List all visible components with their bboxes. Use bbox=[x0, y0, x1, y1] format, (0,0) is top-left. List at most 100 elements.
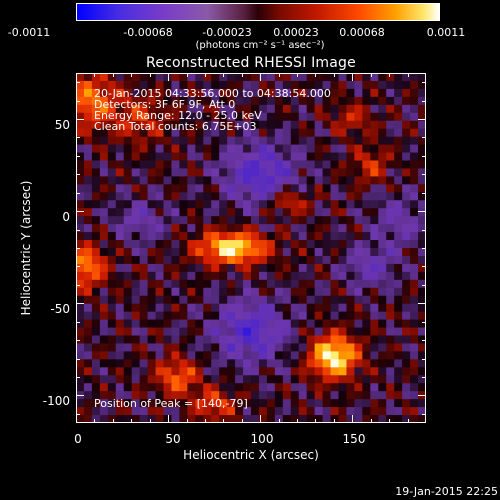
image-pixel bbox=[298, 311, 308, 321]
image-pixel bbox=[354, 224, 363, 233]
image-pixel bbox=[139, 120, 149, 130]
image-pixel bbox=[306, 271, 316, 281]
image-pixel bbox=[386, 287, 395, 297]
image-pixel bbox=[370, 335, 379, 345]
image-pixel bbox=[243, 351, 252, 360]
image-pixel bbox=[338, 73, 348, 82]
image-pixel bbox=[171, 263, 180, 273]
image-pixel bbox=[147, 343, 157, 352]
image-pixel bbox=[338, 248, 348, 257]
image-pixel bbox=[187, 375, 196, 384]
image-pixel bbox=[187, 240, 196, 249]
image-pixel bbox=[155, 144, 165, 154]
image-pixel bbox=[266, 279, 276, 289]
image-pixel bbox=[418, 248, 426, 257]
image-pixel bbox=[131, 216, 141, 225]
image-pixel bbox=[322, 327, 332, 337]
image-pixel bbox=[195, 255, 204, 265]
image-pixel bbox=[251, 96, 260, 106]
image-pixel bbox=[266, 351, 276, 360]
image-pixel bbox=[139, 335, 149, 345]
image-pixel bbox=[171, 136, 180, 146]
image-pixel bbox=[386, 279, 395, 289]
image-pixel bbox=[282, 391, 292, 400]
image-pixel bbox=[314, 399, 324, 408]
image-pixel bbox=[418, 335, 426, 345]
image-pixel bbox=[354, 319, 363, 329]
image-pixel bbox=[195, 335, 204, 345]
axis-tick bbox=[422, 101, 426, 102]
image-pixel bbox=[187, 248, 196, 257]
image-pixel bbox=[282, 248, 292, 257]
image-pixel bbox=[187, 152, 196, 162]
image-pixel bbox=[107, 279, 117, 289]
image-pixel bbox=[107, 216, 117, 225]
image-pixel bbox=[402, 375, 411, 384]
image-pixel bbox=[370, 295, 379, 305]
image-pixel bbox=[219, 208, 228, 217]
image-pixel bbox=[179, 152, 188, 162]
image-pixel bbox=[123, 343, 133, 352]
image-pixel bbox=[76, 152, 85, 162]
image-pixel bbox=[91, 327, 101, 337]
image-pixel bbox=[410, 295, 419, 305]
image-pixel bbox=[99, 144, 109, 154]
image-pixel bbox=[243, 343, 252, 352]
image-pixel bbox=[179, 104, 188, 114]
image-pixel bbox=[123, 351, 133, 360]
image-pixel bbox=[211, 73, 220, 82]
image-pixel bbox=[139, 176, 149, 185]
image-pixel bbox=[179, 168, 188, 177]
axis-tick bbox=[76, 322, 80, 323]
image-pixel bbox=[219, 367, 228, 376]
image-pixel bbox=[76, 351, 85, 360]
image-pixel bbox=[107, 232, 117, 241]
image-pixel bbox=[258, 287, 268, 297]
axis-tick bbox=[94, 419, 95, 423]
image-pixel bbox=[386, 144, 395, 154]
image-pixel bbox=[370, 375, 379, 384]
axis-tick bbox=[113, 419, 114, 423]
image-pixel bbox=[243, 192, 252, 201]
image-pixel bbox=[91, 104, 101, 114]
image-pixel bbox=[163, 327, 173, 337]
image-pixel bbox=[179, 359, 188, 368]
image-pixel bbox=[410, 343, 419, 352]
image-pixel bbox=[235, 80, 244, 90]
image-pixel bbox=[266, 208, 276, 217]
image-pixel bbox=[330, 407, 340, 416]
image-pixel bbox=[211, 383, 220, 392]
image-pixel bbox=[330, 327, 340, 337]
image-pixel bbox=[251, 319, 260, 329]
image-pixel bbox=[187, 112, 196, 122]
image-pixel bbox=[330, 359, 340, 368]
image-pixel bbox=[314, 168, 324, 177]
image-pixel bbox=[322, 367, 332, 376]
image-pixel bbox=[211, 88, 220, 98]
image-pixel bbox=[99, 399, 109, 408]
image-pixel bbox=[91, 232, 101, 241]
image-pixel bbox=[402, 263, 411, 273]
image-pixel bbox=[282, 287, 292, 297]
image-pixel bbox=[394, 391, 403, 400]
image-pixel bbox=[370, 351, 379, 360]
image-pixel bbox=[394, 96, 403, 106]
image-pixel bbox=[163, 295, 173, 305]
image-pixel bbox=[131, 104, 141, 114]
image-pixel bbox=[147, 96, 157, 106]
image-pixel bbox=[306, 208, 316, 217]
image-pixel bbox=[298, 73, 308, 82]
image-pixel bbox=[274, 80, 284, 90]
image-pixel bbox=[346, 271, 355, 281]
image-pixel bbox=[306, 375, 316, 384]
image-pixel bbox=[76, 343, 85, 352]
image-pixel bbox=[370, 327, 379, 337]
image-pixel bbox=[322, 287, 332, 297]
image-pixel bbox=[282, 152, 292, 162]
image-pixel bbox=[394, 224, 403, 233]
image-pixel bbox=[410, 88, 419, 98]
image-pixel bbox=[227, 255, 236, 265]
axis-tick bbox=[76, 340, 80, 341]
image-pixel bbox=[243, 240, 252, 249]
image-pixel bbox=[179, 319, 188, 329]
